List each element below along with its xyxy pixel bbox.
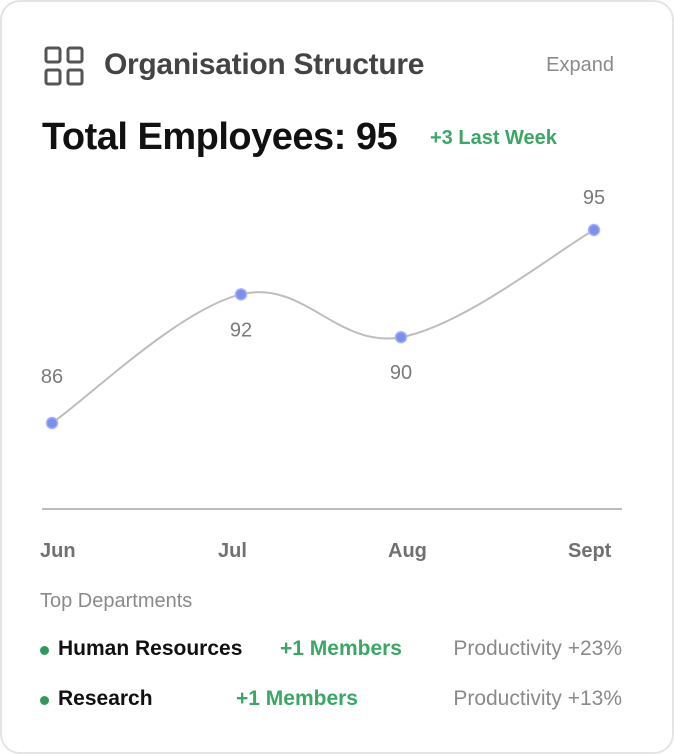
data-point[interactable]: [234, 288, 248, 301]
data-label: 86: [41, 366, 63, 388]
data-point[interactable]: [587, 223, 601, 237]
data-label: 90: [390, 362, 412, 384]
department-row: Research +1 Members Productivity +13%: [40, 687, 622, 715]
department-name: Research: [58, 687, 153, 710]
top-departments-heading: Top Departments: [40, 590, 193, 612]
card-header: Organisation Structure Expand: [44, 44, 624, 88]
x-tick-label: Sept: [568, 540, 612, 562]
x-tick-label: Jul: [218, 540, 247, 562]
department-name: Human Resources: [58, 637, 243, 660]
department-members: +1 Members: [236, 687, 358, 710]
x-tick-label: Jun: [40, 540, 76, 562]
series-line: [51, 229, 595, 424]
department-members: +1 Members: [280, 637, 402, 660]
data-label: 92: [230, 319, 252, 341]
weekly-delta: +3 Last Week: [430, 127, 557, 149]
total-employees: Total Employees: 95: [42, 116, 398, 158]
department-productivity: Productivity +23%: [453, 637, 622, 660]
status-dot-icon: [40, 696, 49, 705]
department-productivity: Productivity +13%: [453, 687, 622, 710]
x-tick-label: Aug: [388, 540, 427, 562]
card-title: Organisation Structure: [104, 48, 425, 81]
employee-line-chart: 86 92 90 95: [41, 187, 622, 510]
data-point[interactable]: [394, 330, 408, 344]
grid-icon: [44, 46, 84, 86]
data-point[interactable]: [45, 416, 59, 430]
data-label: 95: [583, 187, 605, 209]
department-row: Human Resources +1 Members Productivity …: [40, 637, 622, 665]
status-dot-icon: [40, 646, 49, 655]
expand-button[interactable]: Expand: [546, 54, 614, 76]
x-axis-labels: Jun Jul Aug Sept: [0, 540, 674, 564]
